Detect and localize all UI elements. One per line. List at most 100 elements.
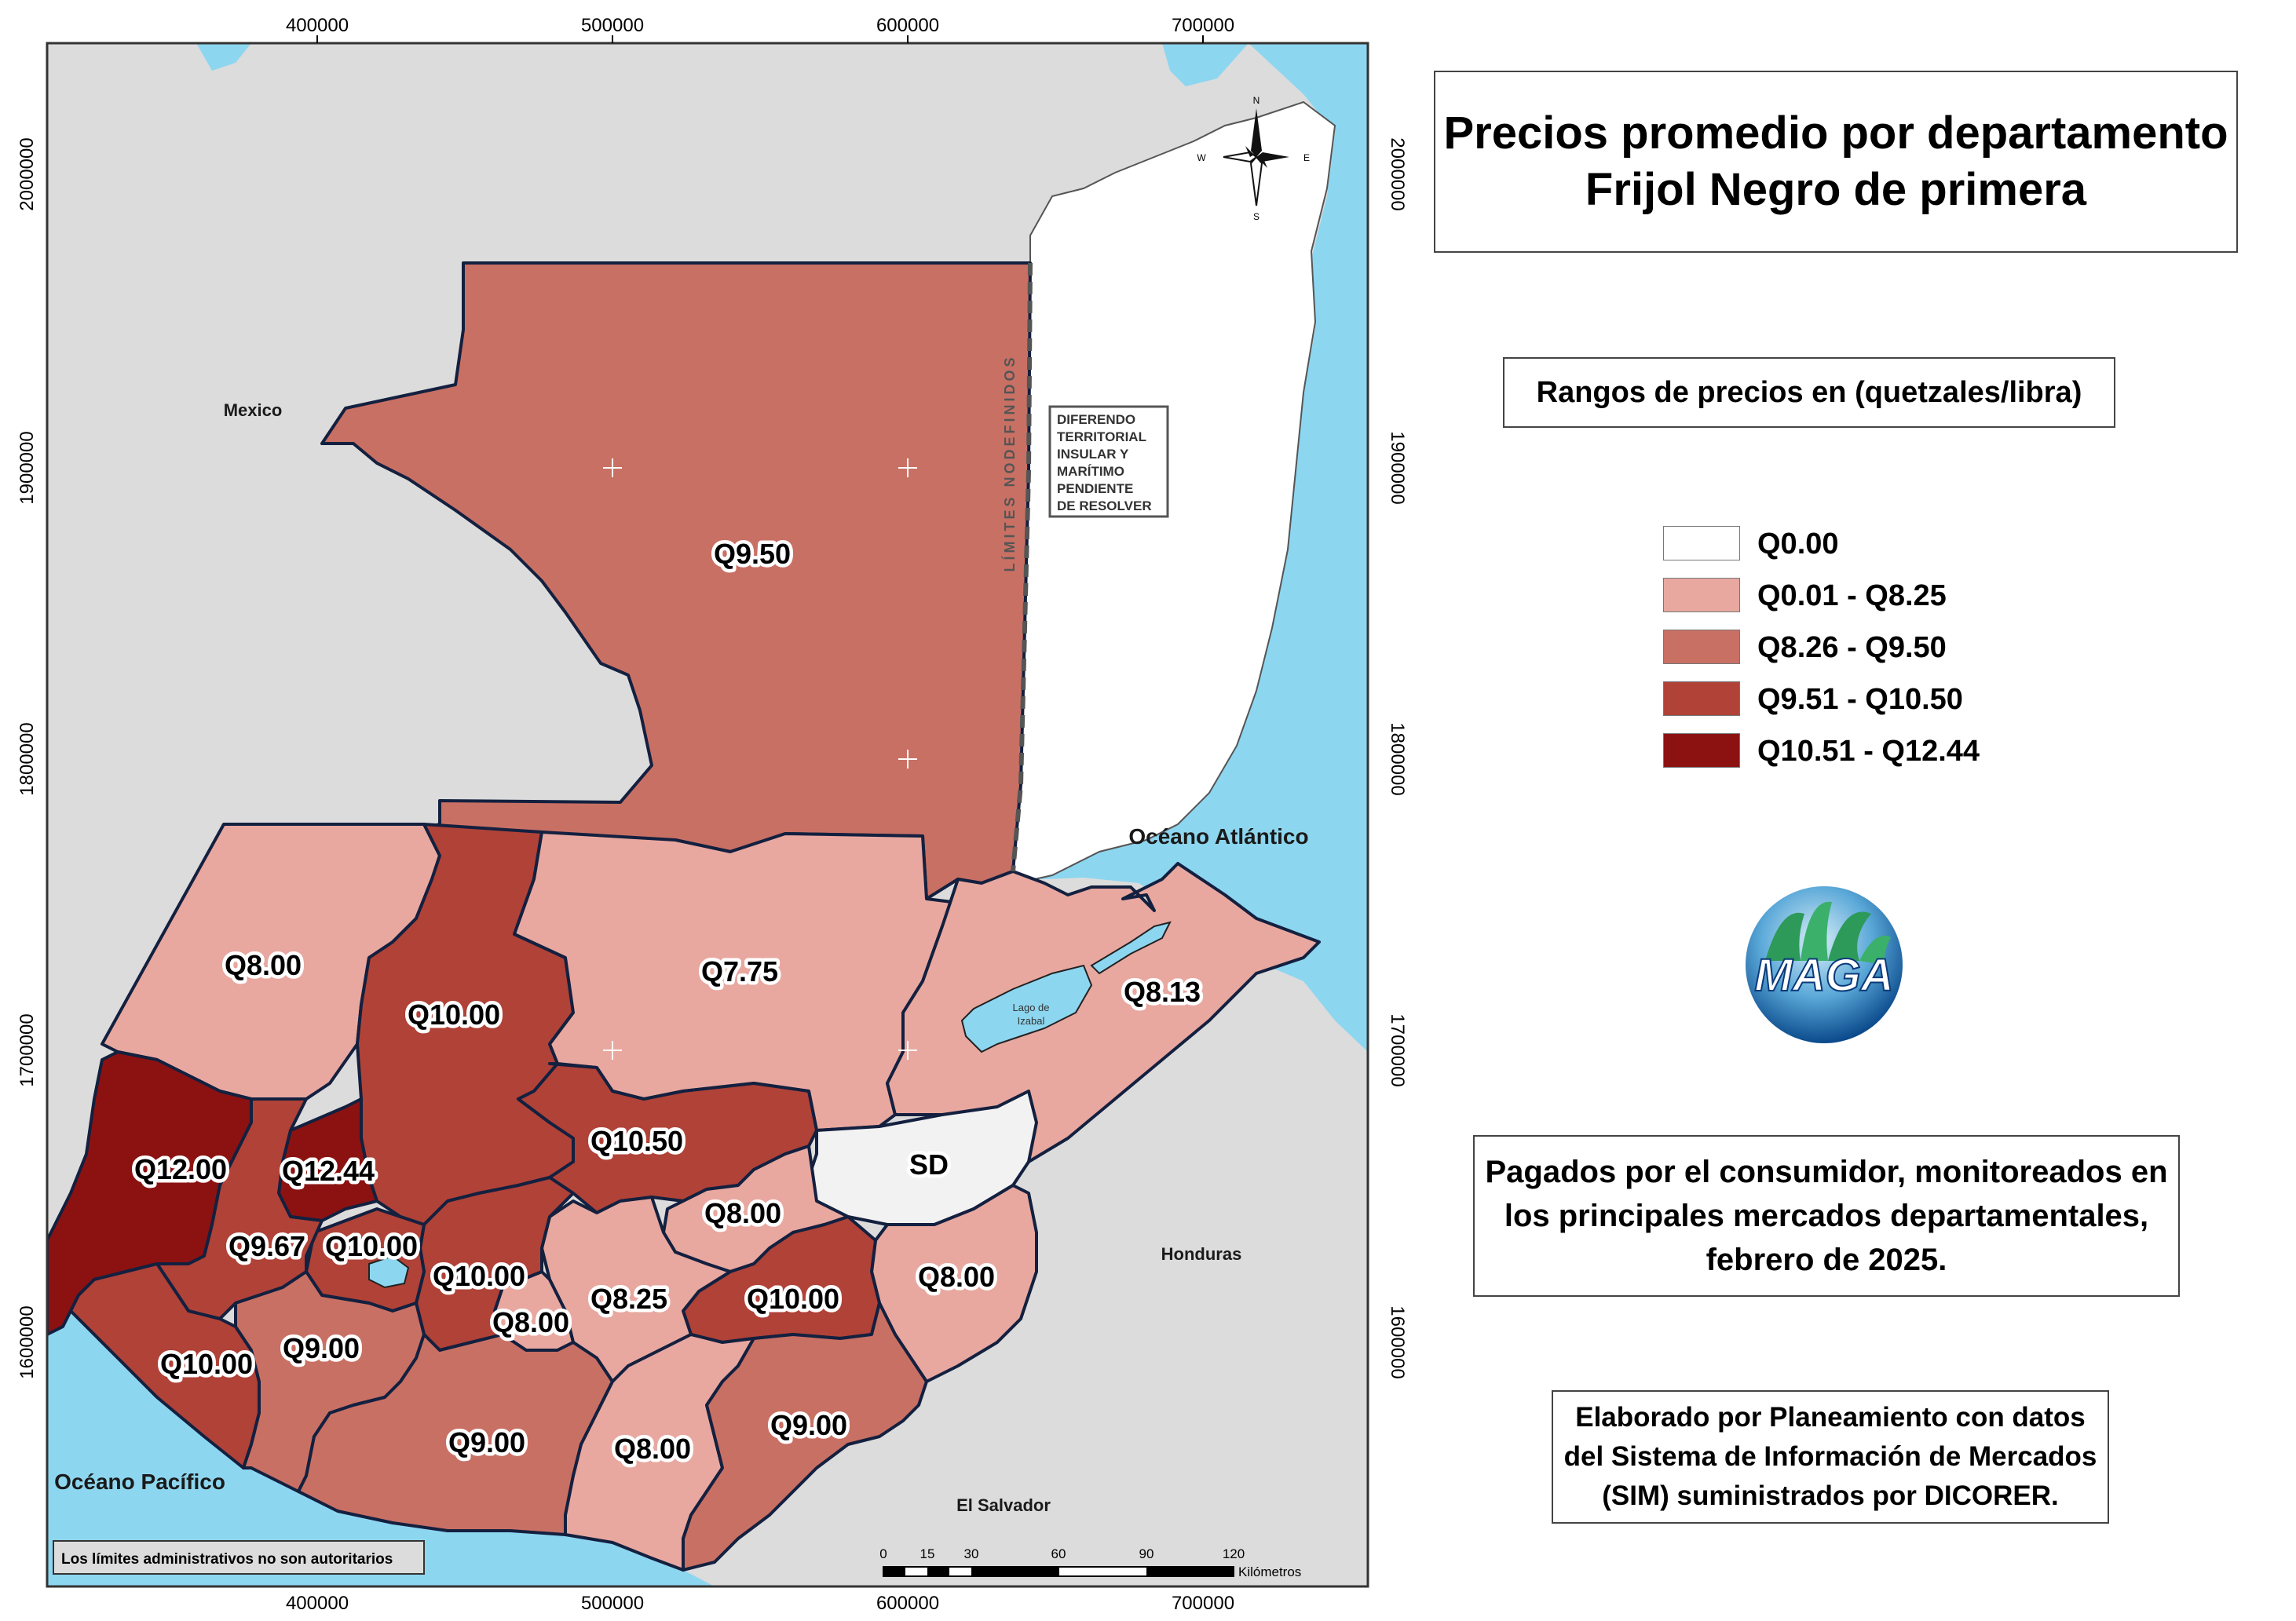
dept-izabal (886, 862, 1321, 1163)
grid-crosses (603, 165, 1212, 1060)
price-label-santa-rosa: Q8.00 (614, 1433, 691, 1465)
lago-atitlan (368, 1254, 410, 1289)
price-label-escuintla: Q9.00 (448, 1426, 525, 1459)
top-water (196, 43, 251, 71)
legend-item: Q0.01 - Q8.25 (1663, 576, 2056, 615)
diferendo-line-1: DIFERENDO (1057, 412, 1135, 427)
compass-n: N (1253, 95, 1260, 106)
price-label-zacapa: SD (909, 1148, 949, 1181)
scale-label-60: 60 (1051, 1546, 1066, 1561)
lake-label-line1: Lago de (1013, 1002, 1050, 1013)
consumer-note-box: Pagados por el consumidor, monitoreados … (1473, 1135, 2180, 1297)
x-tick-top-1: 400000 (286, 15, 349, 36)
y-tick-right-4: 1700000 (1387, 1013, 1408, 1086)
legend-swatch (1663, 578, 1740, 612)
caribbean-sea (1013, 43, 1368, 1052)
scale-label-15: 15 (920, 1546, 935, 1561)
consumer-note-line-1: Pagados por el consumidor, monitoreados … (1485, 1155, 2168, 1189)
credits-box: Elaborado por Planeamiento con datos del… (1552, 1390, 2109, 1524)
map-border (46, 42, 1369, 1588)
legend-label: Q0.01 - Q8.25 (1757, 579, 1947, 612)
price-label-alta-verapaz: Q7.75 (701, 955, 778, 988)
scale-label-0: 0 (879, 1546, 887, 1561)
price-label-retalhuleu: Q10.00 (160, 1348, 253, 1380)
diferendo-line-3: INSULAR Y (1057, 447, 1129, 462)
price-label-quetzaltenango: Q9.67 (229, 1230, 305, 1262)
y-axis-left: 2000000 1900000 1800000 1700000 1600000 (16, 137, 38, 1378)
legend-item: Q9.51 - Q10.50 (1663, 680, 2056, 719)
scale-label-90: 90 (1139, 1546, 1154, 1561)
price-labels: Q9.50 Q8.00 Q10.00 Q7.75 Q8.13 Q10.50 Q8… (130, 535, 1204, 1469)
x-tick-bottom-3: 600000 (876, 1593, 939, 1614)
y-tick-left-5: 1600000 (16, 1305, 38, 1378)
price-label-solola: Q10.00 (325, 1230, 418, 1262)
disclaimer-box: Los límites administrativos no son autor… (53, 1540, 425, 1575)
credits-line-2: del Sistema de Información de Mercados (1563, 1441, 2097, 1472)
price-label-suchitepequez: Q9.00 (283, 1332, 360, 1364)
legend-item: Q0.00 (1663, 524, 2056, 564)
diferendo-box: DIFERENDO TERRITORIAL INSULAR Y MARÍTIMO… (1048, 405, 1169, 518)
price-label-jutiapa: Q9.00 (770, 1409, 847, 1441)
y-tick-right-1: 2000000 (1387, 137, 1408, 210)
compass-e: E (1303, 152, 1310, 163)
price-label-san-marcos: Q12.00 (134, 1153, 227, 1185)
disclaimer-text: Los límites administrativos no son autor… (61, 1551, 393, 1568)
y-tick-right-2: 1900000 (1387, 431, 1408, 504)
price-label-chiquimula: Q8.00 (918, 1261, 995, 1293)
logo-text: MAGA (1754, 950, 1893, 1001)
price-label-guatemala: Q8.25 (590, 1283, 667, 1315)
consumer-note-line-2: los principales mercados departamentales… (1504, 1199, 2149, 1233)
top-right-water (1162, 43, 1249, 86)
pacific-ocean (47, 1287, 715, 1586)
y-tick-right-5: 1600000 (1387, 1305, 1408, 1378)
legend-title: Rangos de precios en (quetzales/libra) (1536, 375, 2082, 409)
golfete (1090, 921, 1172, 975)
y-tick-left-2: 1900000 (16, 431, 38, 504)
dept-jutiapa (682, 1302, 928, 1572)
compass-s: S (1253, 211, 1260, 222)
price-label-el-progreso: Q8.00 (704, 1197, 781, 1229)
diferendo-line-2: TERRITORIAL (1057, 429, 1146, 444)
title-box: Precios promedio por departamento Frijol… (1434, 71, 2238, 253)
legend-label: Q8.26 - Q9.50 (1757, 631, 1947, 664)
x-axis-bottom: 400000 500000 600000 700000 (286, 1593, 1234, 1614)
lake-label-line2: Izabal (1018, 1015, 1045, 1027)
diferendo-line-4: MARÍTIMO (1057, 464, 1124, 479)
compass-rose-icon: N S E W (1197, 95, 1310, 222)
country-label-mexico: Mexico (224, 400, 283, 420)
price-label-izabal: Q8.13 (1124, 976, 1201, 1008)
diferendo-line-5: PENDIENTE (1057, 481, 1133, 496)
x-tick-top-4: 700000 (1172, 15, 1234, 36)
legend-item: Q10.51 - Q12.44 (1663, 732, 2056, 771)
price-label-quiche: Q10.00 (408, 999, 500, 1031)
price-label-totonicapan: Q12.44 (282, 1155, 375, 1187)
lago-izabal (960, 964, 1093, 1053)
consumer-note-line-3: febrero de 2025. (1706, 1243, 1947, 1277)
country-label-el-salvador: El Salvador (956, 1495, 1051, 1515)
legend-swatch (1663, 630, 1740, 664)
legend-label: Q9.51 - Q10.50 (1757, 683, 1963, 716)
y-axis-right: 2000000 1900000 1800000 1700000 1600000 (1387, 137, 1408, 1378)
x-tick-bottom-2: 500000 (581, 1593, 644, 1614)
legend-swatch (1663, 681, 1740, 716)
legend-swatch (1663, 733, 1740, 768)
diferendo-line-6: DE RESOLVER (1057, 498, 1152, 513)
x-tick-bottom-4: 700000 (1172, 1593, 1234, 1614)
compass-w: W (1197, 152, 1206, 163)
y-tick-left-4: 1700000 (16, 1013, 38, 1086)
legend-title-box: Rangos de precios en (quetzales/libra) (1503, 357, 2115, 428)
legend-item: Q8.26 - Q9.50 (1663, 628, 2056, 667)
y-tick-right-3: 1800000 (1387, 722, 1408, 795)
scale-unit: Kilómetros (1238, 1564, 1301, 1579)
maga-logo: MAGA (1746, 886, 1903, 1043)
x-axis-top: 400000 500000 600000 700000 (286, 15, 1234, 43)
country-label-honduras: Honduras (1161, 1244, 1242, 1264)
title-line-1: Precios promedio por departamento (1443, 108, 2228, 159)
ocean-label-pacific: Océano Pacífico (54, 1469, 225, 1494)
y-tick-left-3: 1800000 (16, 722, 38, 795)
dept-escuintla (297, 1333, 614, 1536)
x-tick-top-2: 500000 (581, 15, 644, 36)
ocean-label-atlantic: Océano Atlántico (1128, 824, 1308, 849)
price-label-chimaltenango: Q10.00 (433, 1260, 525, 1292)
